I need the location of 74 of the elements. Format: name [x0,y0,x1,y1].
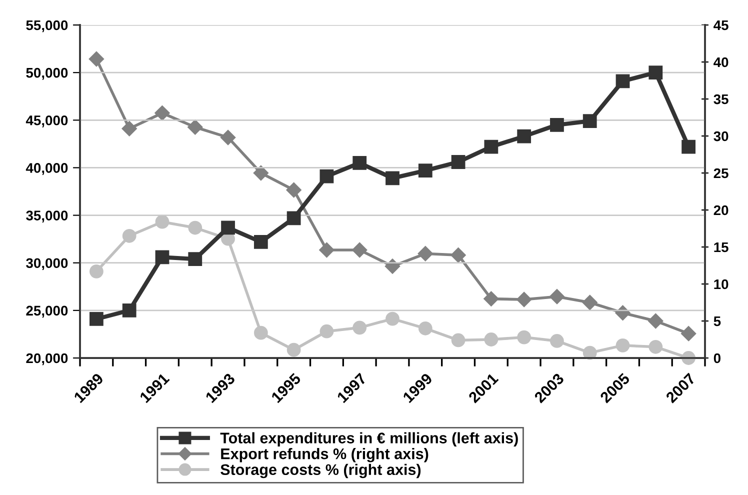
point [188,120,203,135]
point [154,105,170,121]
point [648,340,663,354]
point [352,242,368,258]
point [221,220,235,235]
point [582,114,597,128]
y2-tick-label: 25 [714,168,728,178]
point [450,248,466,263]
y2-tick-label: 35 [714,94,728,104]
point [253,165,268,181]
y-tick-label: 25,000 [26,306,68,318]
point [451,333,466,348]
y-tick-label: 30,000 [26,258,68,270]
point [90,264,104,278]
y2-tick-label: 0 [714,353,720,364]
point [550,334,564,348]
point [418,321,432,336]
point [616,74,630,88]
point [582,294,598,310]
y2-tick-label: 15 [714,242,728,252]
point [122,228,136,243]
point [88,51,104,67]
point [286,182,302,198]
y-tick-label: 35,000 [26,210,68,222]
point [648,66,663,80]
legend-label: Total expenditures in € millions (left axis) [220,432,518,446]
point [188,220,202,235]
point [550,118,564,132]
y2-tick-label: 10 [714,279,728,290]
point [220,130,236,146]
point [286,342,301,357]
point [352,156,367,170]
point [549,289,565,304]
y2-tick-label: 30 [714,131,728,142]
point [484,140,498,154]
point [320,324,334,338]
point [484,332,498,346]
point [680,326,696,342]
point [386,171,400,186]
point [451,155,466,169]
point [352,320,367,335]
point [254,326,268,340]
y-tick-label: 40,000 [26,163,68,175]
y-tick-label: 55,000 [26,20,68,32]
point [386,312,400,326]
point [188,252,202,266]
point [254,234,268,249]
point [517,330,532,344]
point [648,313,664,329]
legend-label: Storage costs % (right axis) [220,464,421,478]
point [90,312,104,326]
point [418,164,432,178]
legend-label: Export refunds % (right axis) [221,448,428,462]
point [122,121,137,136]
point [616,338,630,352]
y2-tick-label: 5 [714,316,721,326]
point [682,140,696,154]
y2-tick-label: 40 [714,57,728,68]
point [418,246,433,262]
point [320,169,334,184]
point [516,292,532,308]
point [286,211,301,226]
point [155,214,170,229]
y-tick-label: 50,000 [26,68,68,80]
point [155,250,170,264]
point [517,129,532,144]
point [122,303,136,318]
point [319,242,334,258]
y2-tick-label: 45 [714,20,728,30]
y-tick-label: 20,000 [26,353,68,366]
y-tick-label: 45,000 [26,115,68,128]
y2-tick-label: 20 [714,205,728,216]
point [384,258,400,274]
point [484,291,499,306]
